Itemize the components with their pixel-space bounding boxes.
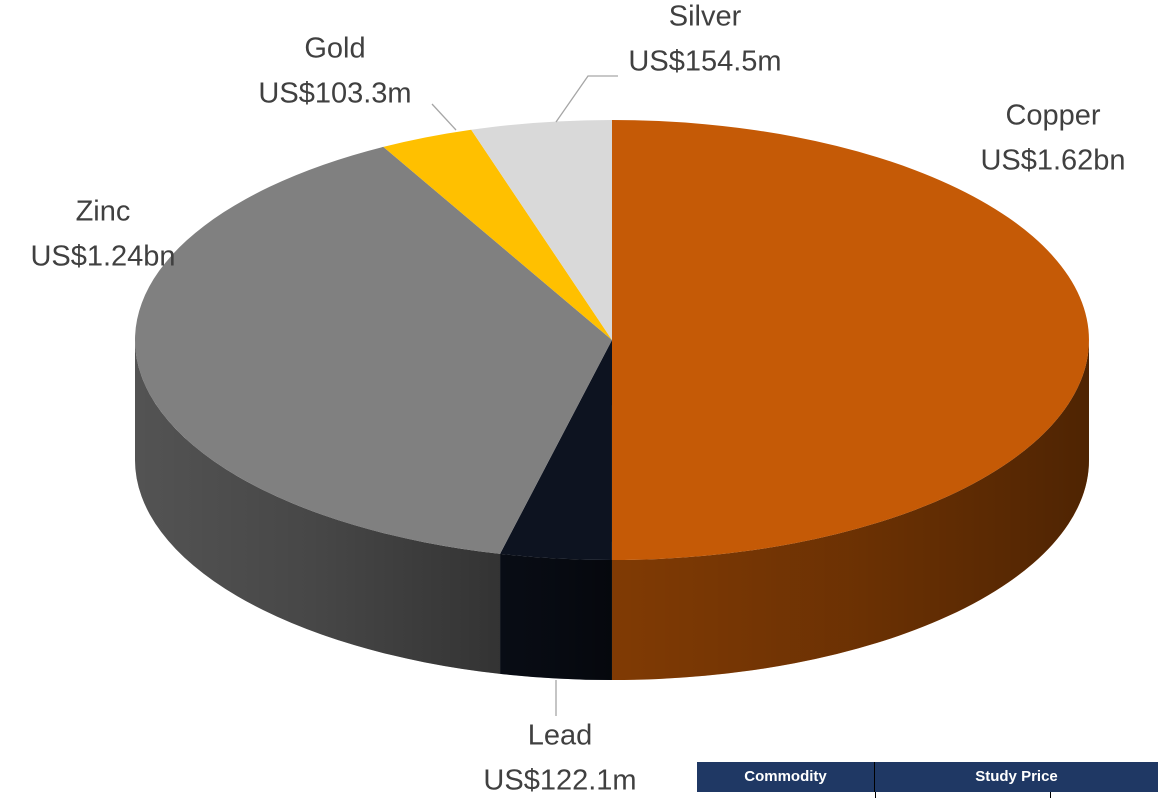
labels: Copper US$1.62bn Lead US$122.1m Zinc US$1.24b…	[30, 1, 1125, 797]
slice-label-value: US$1.62bn	[980, 145, 1125, 177]
slice	[134, 146, 612, 554]
slice-label-name: Gold	[304, 33, 365, 65]
slice-label-name: Silver	[669, 1, 742, 33]
slice-label-value: US$122.1m	[483, 765, 636, 797]
slice	[500, 340, 612, 560]
table-cell-border	[1050, 792, 1051, 798]
leader-line	[431, 103, 457, 131]
slice-label-value: US$1.24bn	[30, 241, 175, 273]
slice-label-name: Zinc	[76, 196, 131, 228]
table: Commodity Study Price	[697, 762, 1158, 798]
slice-side-shade	[135, 340, 501, 674]
slice-label-name: Copper	[1005, 100, 1100, 132]
slice-label-value: US$154.5m	[628, 46, 781, 78]
slice-side-shade	[611, 340, 1089, 680]
slice-label-name: Lead	[528, 720, 593, 752]
slice	[471, 120, 612, 340]
slice	[611, 120, 1089, 560]
leader-line	[555, 75, 618, 123]
table-cell-border	[875, 792, 876, 798]
slice-side-shade	[500, 553, 612, 680]
table-header-cell: Commodity	[697, 762, 875, 792]
pie-sides	[135, 340, 1089, 680]
slice-label-value: US$103.3m	[258, 78, 411, 110]
pie-tops	[134, 120, 1089, 560]
slice	[383, 129, 612, 340]
table-header-cell: Study Price	[875, 762, 1158, 792]
